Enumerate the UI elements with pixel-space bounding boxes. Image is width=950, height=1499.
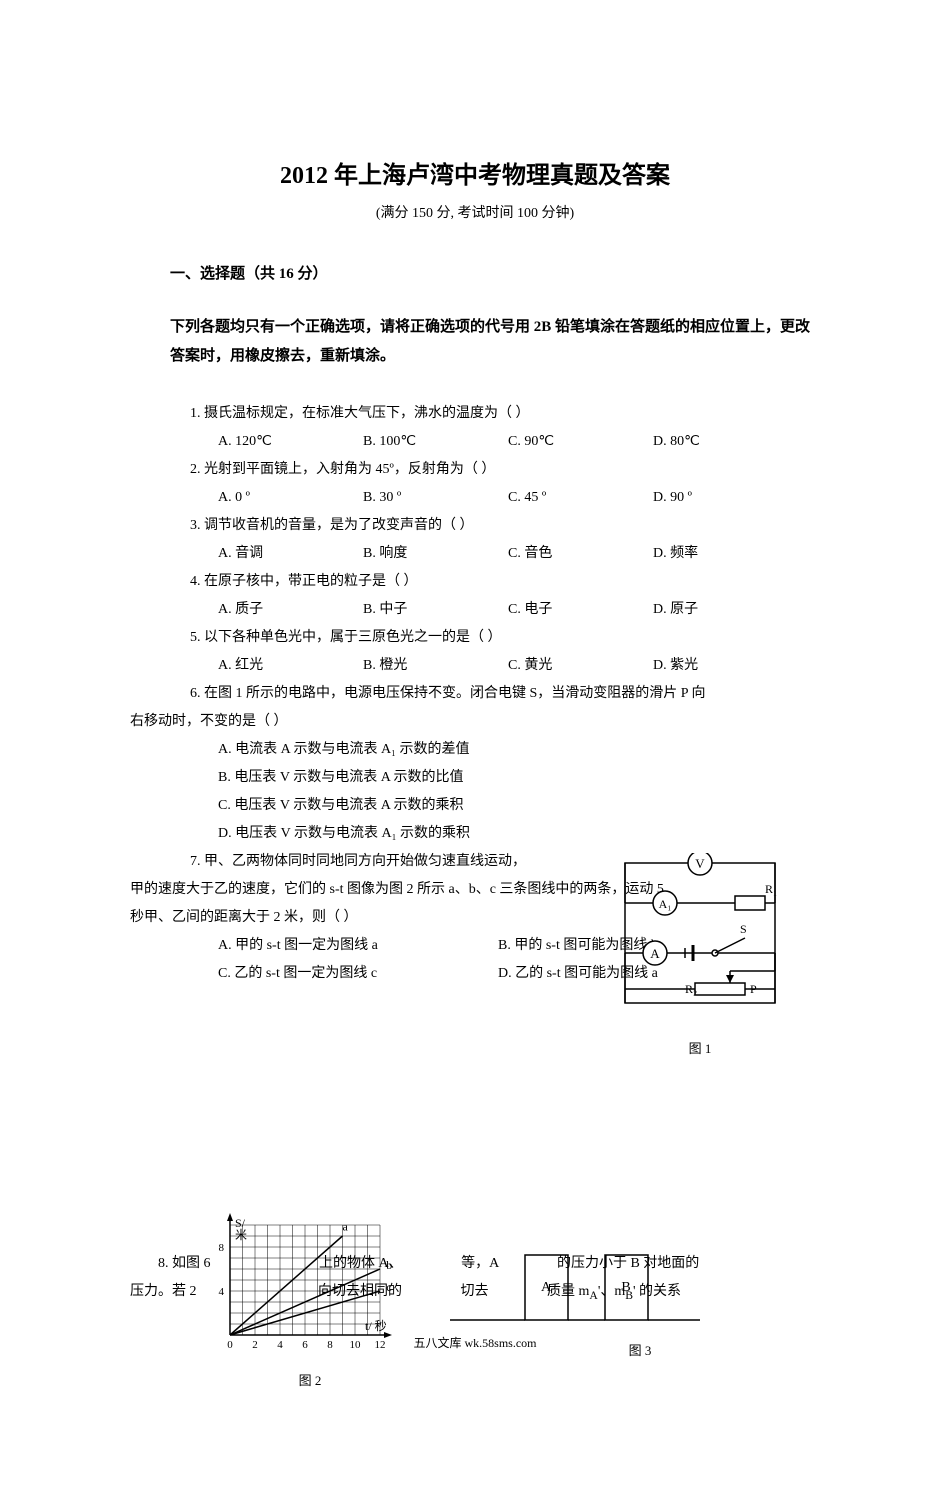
q5-options: A. 红光 B. 橙光 C. 黄光 D. 紫光 bbox=[218, 652, 820, 680]
circuit-s: S bbox=[740, 922, 747, 936]
section-title: 一、选择题（共 16 分） bbox=[170, 262, 820, 283]
svg-text:米: 米 bbox=[235, 1228, 247, 1242]
q1-opt-c: C. 90℃ bbox=[508, 428, 653, 456]
q8-l2e: '、m bbox=[598, 1284, 625, 1299]
q7-opt-c: C. 乙的 s-t 图一定为图线 c bbox=[218, 960, 498, 988]
q6-text1: 6. 在图 1 所示的电路中，电源电压保持不变。闭合电键 S，当滑动变阻器的滑片… bbox=[190, 680, 820, 708]
fig2-label: 图 2 bbox=[200, 1370, 420, 1389]
q8-l1d: 的压力小于 B 对地面的 bbox=[557, 1256, 699, 1271]
subtitle: (满分 150 分, 考试时间 100 分钟) bbox=[130, 202, 820, 222]
q4-opt-a: A. 质子 bbox=[218, 596, 363, 624]
q8-l1a: 8. 如图 bbox=[158, 1256, 200, 1271]
q5-opt-c: C. 黄光 bbox=[508, 652, 653, 680]
circuit-a1: A₁ bbox=[659, 897, 672, 911]
fig1-label: 图 1 bbox=[615, 1038, 785, 1057]
q5-opt-b: B. 橙光 bbox=[363, 652, 508, 680]
q2-opt-b: B. 30 º bbox=[363, 484, 508, 512]
q4-opt-c: C. 电子 bbox=[508, 596, 653, 624]
q3-text: 3. 调节收音机的音量，是为了改变声音的（ ） bbox=[190, 512, 820, 540]
footer: 五八文库 wk.58sms.com bbox=[0, 1334, 950, 1351]
q1-options: A. 120℃ B. 100℃ C. 90℃ D. 80℃ bbox=[218, 428, 820, 456]
q8-sub-a: A bbox=[589, 1289, 597, 1302]
q8-l1b: 上的物体 A、 bbox=[319, 1256, 403, 1271]
q2-text: 2. 光射到平面镜上，入射角为 45º，反射角为（ ） bbox=[190, 456, 820, 484]
q5-opt-a: A. 红光 bbox=[218, 652, 363, 680]
chart-v2: 2 bbox=[190, 1284, 197, 1299]
q8-l2b: 向切去相同的 bbox=[318, 1284, 402, 1299]
q8-sub-b: B bbox=[625, 1289, 633, 1302]
q6-opt-a: A. 电流表 A 示数与电流表 A₁ 示数的差值 bbox=[218, 736, 820, 764]
q8-l2a: 压力。若 bbox=[130, 1284, 186, 1299]
q3-options: A. 音调 B. 响度 C. 音色 D. 频率 bbox=[218, 540, 820, 568]
q8-l2f: ' 的关系 bbox=[633, 1284, 681, 1299]
q1-opt-d: D. 80℃ bbox=[653, 428, 798, 456]
circuit-diagram: V A₁ R₁ A S R₂ P 图 1 bbox=[615, 853, 785, 1033]
q6-opt-c: C. 电压表 V 示数与电流表 A 示数的乘积 bbox=[218, 792, 820, 820]
q4-text: 4. 在原子核中，带正电的粒子是（ ） bbox=[190, 568, 820, 596]
q4-opt-b: B. 中子 bbox=[363, 596, 508, 624]
q6-opt-b: B. 电压表 V 示数与电流表 A 示数的比值 bbox=[218, 764, 820, 792]
q8-l2c: 切去 bbox=[461, 1284, 489, 1299]
q6-text2: 右移动时，不变的是（ ） bbox=[130, 708, 820, 736]
q2-options: A. 0 º B. 30 º C. 45 º D. 90 º bbox=[218, 484, 820, 512]
circuit-a: A bbox=[650, 946, 660, 961]
q8-l1c: 等，A bbox=[461, 1256, 498, 1271]
q8: 8. 如图 6 上的物体 A、 等，A 的压力小于 B 对地面的 压力。若 2 … bbox=[130, 1250, 820, 1307]
q3-opt-d: D. 频率 bbox=[653, 540, 798, 568]
q6-opt-d: D. 电压表 V 示数与电流表 A₁ 示数的乘积 bbox=[218, 820, 820, 848]
circuit-v: V bbox=[695, 856, 705, 871]
q1-text: 1. 摄氏温标规定，在标准大气压下，沸水的温度为（ ） bbox=[190, 400, 820, 428]
q2-opt-c: C. 45 º bbox=[508, 484, 653, 512]
q5-opt-d: D. 紫光 bbox=[653, 652, 798, 680]
q2-opt-a: A. 0 º bbox=[218, 484, 363, 512]
page-title: 2012 年上海卢湾中考物理真题及答案 bbox=[130, 155, 820, 190]
q3-opt-b: B. 响度 bbox=[363, 540, 508, 568]
q2-opt-d: D. 90 º bbox=[653, 484, 798, 512]
circuit-r2: R₂ bbox=[685, 982, 697, 996]
instruction: 下列各题均只有一个正确选项，请将正确选项的代号用 2B 铅笔填涂在答题纸的相应位… bbox=[170, 313, 820, 370]
q7-opt-a: A. 甲的 s-t 图一定为图线 a bbox=[218, 932, 498, 960]
q3-opt-a: A. 音调 bbox=[218, 540, 363, 568]
svg-text:a: a bbox=[343, 1220, 349, 1234]
svg-text:t/ 秒: t/ 秒 bbox=[365, 1319, 387, 1333]
q1-opt-a: A. 120℃ bbox=[218, 428, 363, 456]
chart-v6: 6 bbox=[204, 1256, 211, 1271]
circuit-p: P bbox=[750, 982, 757, 996]
q4-opt-d: D. 原子 bbox=[653, 596, 798, 624]
q5-text: 5. 以下各种单色光中，属于三原色光之一的是（ ） bbox=[190, 624, 820, 652]
q8-l2d: 质量 m bbox=[547, 1284, 589, 1299]
q3-opt-c: C. 音色 bbox=[508, 540, 653, 568]
q1-opt-b: B. 100℃ bbox=[363, 428, 508, 456]
q4-options: A. 质子 B. 中子 C. 电子 D. 原子 bbox=[218, 596, 820, 624]
